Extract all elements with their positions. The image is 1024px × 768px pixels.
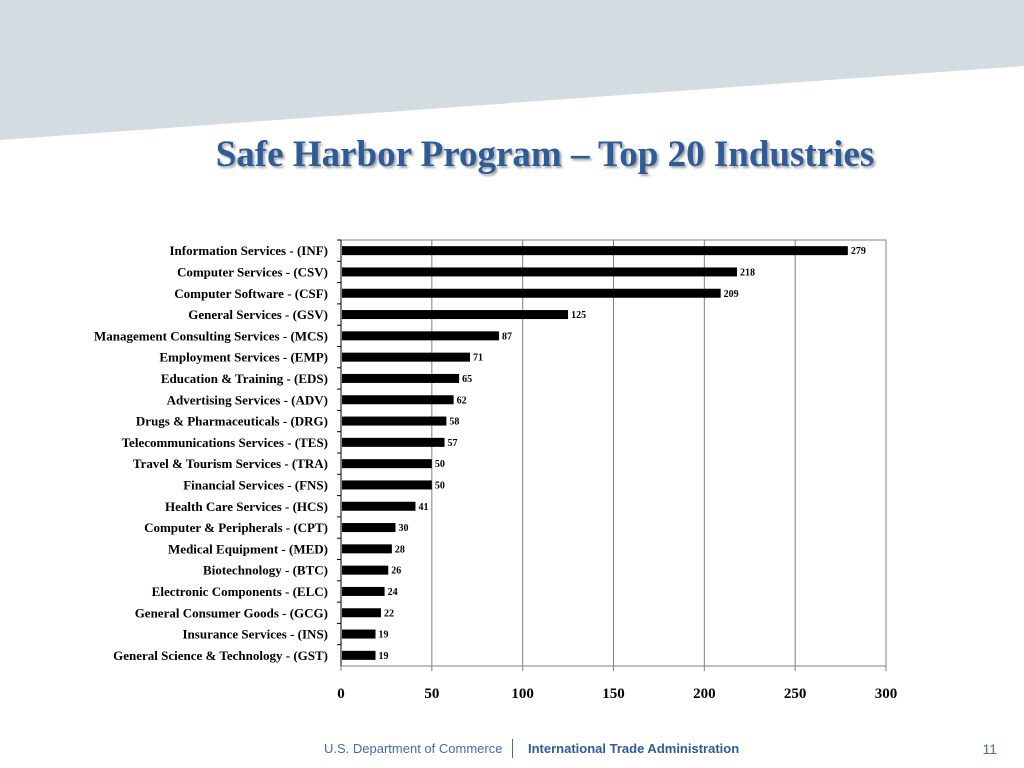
bar (342, 501, 416, 511)
category-label: Electronic Components - (ELC) (152, 584, 328, 599)
header-band (0, 0, 1024, 140)
category-label: Health Care Services - (HCS) (165, 499, 328, 514)
data-label: 125 (571, 310, 586, 321)
category-label: General Services - (GSV) (188, 307, 328, 322)
bar (342, 310, 569, 320)
bar (342, 544, 392, 554)
category-label: Information Services - (INF) (170, 243, 329, 258)
data-label: 50 (435, 480, 445, 491)
x-tick-label: 250 (784, 686, 807, 702)
data-label: 24 (388, 587, 398, 598)
bar (342, 586, 385, 596)
category-label: Computer Software - (CSF) (174, 286, 328, 301)
bar (342, 629, 376, 639)
category-label: General Science & Technology - (GST) (113, 648, 328, 663)
x-tick-label: 200 (693, 686, 716, 702)
x-tick-label: 300 (875, 686, 898, 702)
bar (342, 650, 376, 660)
category-label: Advertising Services - (ADV) (167, 392, 328, 407)
bar (342, 246, 848, 256)
bar (342, 288, 721, 298)
data-label: 65 (462, 374, 472, 385)
data-label: 62 (457, 395, 467, 406)
footer-separator (512, 739, 513, 758)
category-label: Travel & Tourism Services - (TRA) (133, 456, 328, 471)
data-label: 41 (418, 502, 428, 513)
category-label: Drugs & Pharmaceuticals - (DRG) (136, 414, 328, 429)
bar (342, 373, 460, 383)
category-label: Insurance Services - (INS) (182, 627, 328, 642)
category-label: Telecommunications Services - (TES) (122, 435, 328, 450)
category-label: Employment Services - (EMP) (159, 350, 328, 365)
data-label: 50 (435, 459, 445, 470)
footer-department: U.S. Department of Commerce (324, 741, 503, 756)
data-label: 71 (473, 353, 483, 364)
data-label: 209 (724, 289, 739, 300)
category-label: Management Consulting Services - (MCS) (94, 328, 328, 343)
data-label: 218 (740, 267, 755, 278)
category-label: Financial Services - (FNS) (183, 477, 328, 492)
data-label: 26 (391, 566, 401, 577)
x-tick-label: 100 (511, 686, 534, 702)
data-label: 58 (449, 417, 459, 428)
data-label: 87 (502, 331, 512, 342)
bar (342, 267, 738, 277)
data-label: 28 (395, 544, 405, 555)
bar (342, 395, 454, 405)
bar (342, 459, 432, 469)
page-number: 11 (982, 741, 997, 757)
bar (342, 565, 389, 575)
x-tick-label: 0 (337, 686, 345, 702)
category-label: Biotechnology - (BTC) (203, 563, 328, 578)
data-label: 30 (399, 523, 409, 534)
slide-title: Safe Harbor Program – Top 20 Industries (215, 134, 875, 175)
bar (342, 523, 396, 533)
footer-agency: International Trade Administration (528, 741, 740, 756)
category-label: Computer & Peripherals - (CPT) (144, 520, 328, 535)
data-label: 19 (379, 630, 389, 641)
category-label: Computer Services - (CSV) (177, 264, 328, 279)
bar (342, 331, 500, 341)
category-label: Medical Equipment - (MED) (168, 541, 328, 556)
x-tick-label: 150 (602, 686, 625, 702)
bar (342, 437, 445, 447)
bar (342, 480, 432, 490)
data-label: 22 (384, 608, 394, 619)
bar (342, 416, 447, 426)
bar (342, 608, 381, 618)
category-label: General Consumer Goods - (GCG) (135, 605, 328, 620)
data-label: 279 (851, 246, 866, 257)
bar (342, 352, 470, 362)
data-label: 19 (379, 651, 389, 662)
x-tick-label: 50 (424, 686, 439, 702)
category-label: Education & Training - (EDS) (161, 371, 328, 386)
data-label: 57 (448, 438, 458, 449)
